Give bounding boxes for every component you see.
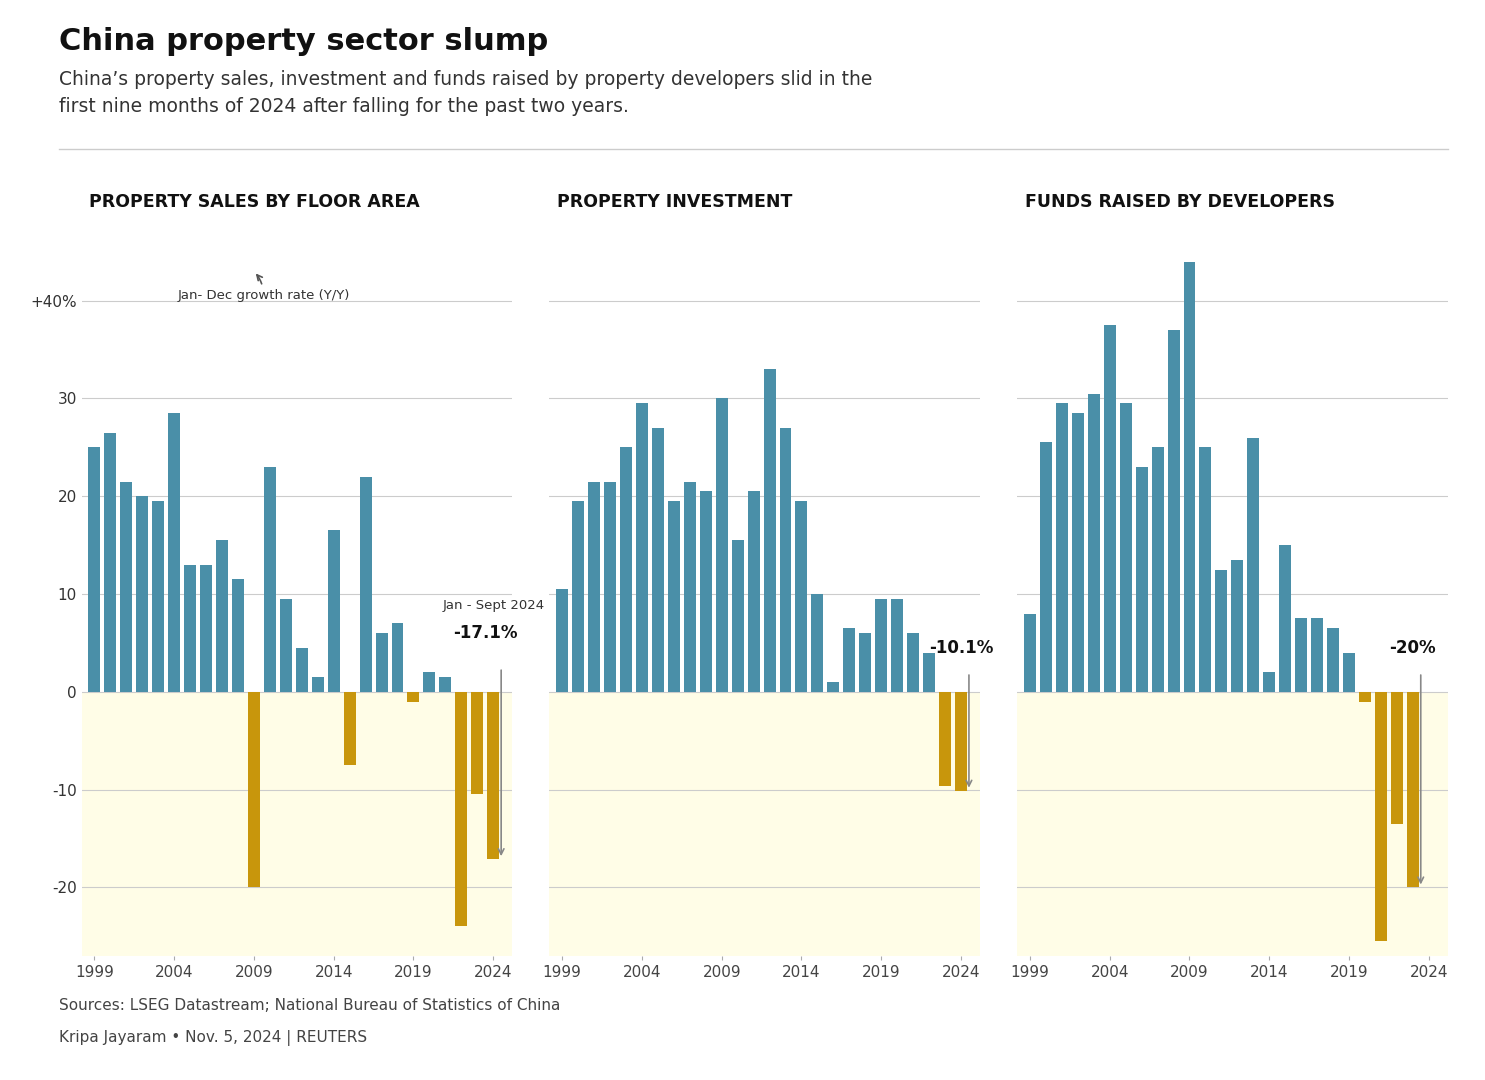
Bar xyxy=(1089,393,1100,692)
Bar xyxy=(891,599,903,692)
Bar xyxy=(716,399,728,692)
Bar xyxy=(939,692,950,785)
Bar xyxy=(264,467,276,692)
Text: -17.1%: -17.1% xyxy=(453,624,518,642)
Bar xyxy=(1311,619,1323,692)
Bar xyxy=(780,428,792,692)
Bar xyxy=(683,482,696,692)
Text: Jan - Sept 2024: Jan - Sept 2024 xyxy=(443,598,545,611)
Bar xyxy=(1328,629,1339,692)
Bar xyxy=(1375,692,1387,941)
Bar xyxy=(1279,545,1290,692)
Bar xyxy=(1025,613,1037,692)
Bar xyxy=(1359,692,1371,702)
Bar xyxy=(732,540,744,692)
Bar xyxy=(924,652,936,692)
Bar xyxy=(89,447,101,692)
Bar xyxy=(907,633,919,692)
Bar xyxy=(456,692,468,927)
Bar xyxy=(1017,692,1448,956)
Text: FUNDS RAISED BY DEVELOPERS: FUNDS RAISED BY DEVELOPERS xyxy=(1025,192,1335,211)
Bar xyxy=(1247,437,1259,692)
Bar xyxy=(843,629,855,692)
Bar xyxy=(875,599,887,692)
Bar xyxy=(604,482,616,692)
Bar xyxy=(747,491,760,692)
Bar xyxy=(471,692,483,795)
Bar xyxy=(232,579,244,692)
Bar xyxy=(343,692,355,765)
Bar xyxy=(1391,692,1403,824)
Bar xyxy=(1231,559,1243,692)
Bar xyxy=(423,672,435,692)
Bar xyxy=(1406,692,1418,888)
Bar xyxy=(652,428,664,692)
Bar xyxy=(1103,325,1115,692)
Bar xyxy=(407,692,419,702)
Bar xyxy=(168,413,180,692)
Bar xyxy=(1040,443,1051,692)
Bar xyxy=(359,476,371,692)
Text: Sources: LSEG Datastream; National Bureau of Statistics of China: Sources: LSEG Datastream; National Burea… xyxy=(59,998,561,1013)
Bar xyxy=(1200,447,1212,692)
Bar xyxy=(621,447,633,692)
Bar xyxy=(137,496,148,692)
Bar xyxy=(1295,619,1307,692)
Bar xyxy=(811,594,823,692)
Bar xyxy=(392,623,404,692)
Bar xyxy=(82,692,512,956)
Bar xyxy=(1184,261,1195,692)
Bar xyxy=(557,589,569,692)
Bar xyxy=(763,369,775,692)
Bar xyxy=(1056,403,1068,692)
Bar xyxy=(279,599,293,692)
Bar xyxy=(636,403,647,692)
Text: China’s property sales, investment and funds raised by property developers slid : China’s property sales, investment and f… xyxy=(59,70,873,116)
Bar xyxy=(572,501,584,692)
Text: -20%: -20% xyxy=(1388,638,1436,657)
Bar xyxy=(955,692,967,791)
Bar xyxy=(440,677,451,692)
Bar xyxy=(1151,447,1164,692)
Bar xyxy=(1264,672,1276,692)
Bar xyxy=(296,648,307,692)
Bar xyxy=(699,491,711,692)
Bar xyxy=(1072,413,1084,692)
Bar xyxy=(215,540,229,692)
Bar xyxy=(200,565,212,692)
Bar xyxy=(487,692,499,859)
Bar xyxy=(1136,467,1148,692)
Text: China property sector slump: China property sector slump xyxy=(59,27,548,56)
Text: PROPERTY INVESTMENT: PROPERTY INVESTMENT xyxy=(557,192,793,211)
Bar xyxy=(549,692,980,956)
Bar xyxy=(153,501,165,692)
Bar xyxy=(104,433,116,692)
Bar xyxy=(1120,403,1132,692)
Bar xyxy=(248,692,260,888)
Bar xyxy=(827,681,839,692)
Bar xyxy=(668,501,680,692)
Bar xyxy=(1167,330,1179,692)
Bar xyxy=(184,565,196,692)
Bar xyxy=(796,501,808,692)
Bar xyxy=(1215,569,1228,692)
Text: -10.1%: -10.1% xyxy=(930,638,993,657)
Text: PROPERTY SALES BY FLOOR AREA: PROPERTY SALES BY FLOOR AREA xyxy=(89,192,420,211)
Bar xyxy=(120,482,132,692)
Text: Kripa Jayaram • Nov. 5, 2024 | REUTERS: Kripa Jayaram • Nov. 5, 2024 | REUTERS xyxy=(59,1030,367,1047)
Bar xyxy=(376,633,388,692)
Bar xyxy=(328,530,340,692)
Bar xyxy=(860,633,872,692)
Bar xyxy=(1342,652,1354,692)
Bar xyxy=(588,482,600,692)
Bar xyxy=(312,677,324,692)
Text: Jan- Dec growth rate (Y/Y): Jan- Dec growth rate (Y/Y) xyxy=(177,274,350,302)
